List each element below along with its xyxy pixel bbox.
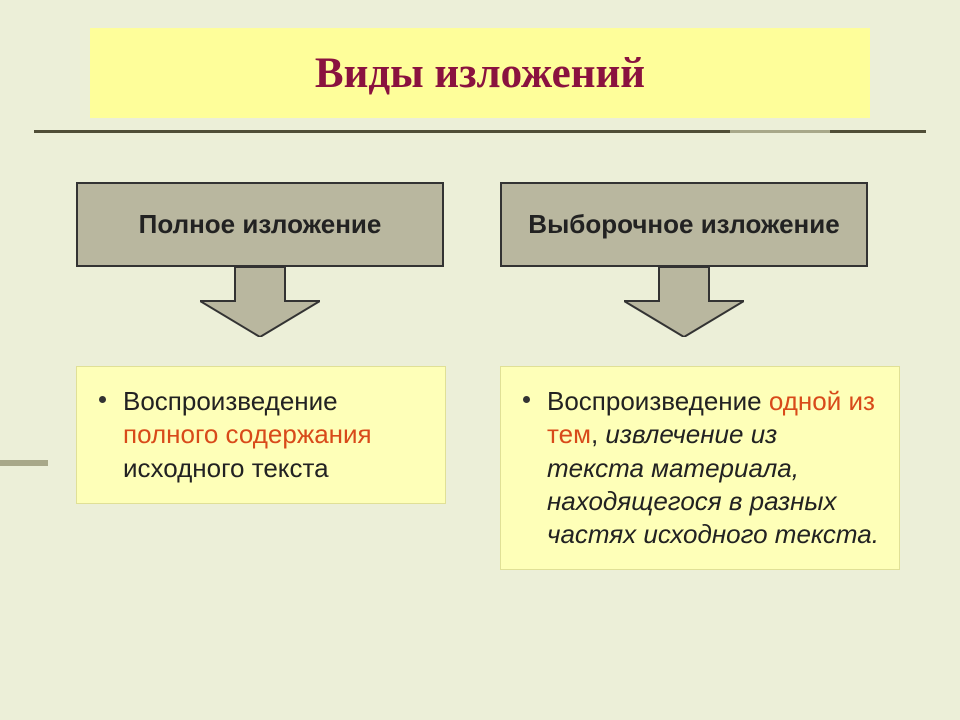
left-description-box: Воспроизведение полного содержания исход…	[76, 366, 446, 504]
bullet-icon	[523, 396, 530, 403]
left-desc-highlight: полного содержания	[123, 419, 372, 449]
left-edge-tick	[0, 460, 48, 466]
title-box: Виды изложений	[90, 28, 870, 118]
left-header-text: Полное изложение	[139, 209, 382, 240]
right-desc-pre: Воспроизведение	[547, 386, 769, 416]
right-description-box: Воспроизведение одной из тем, извлечение…	[500, 366, 900, 570]
left-header-box: Полное изложение	[76, 182, 444, 267]
bullet-icon	[99, 396, 106, 403]
left-desc-pre: Воспроизведение	[123, 386, 338, 416]
left-desc-post: исходного текста	[123, 453, 329, 483]
slide-title: Виды изложений	[315, 49, 645, 98]
right-header-text: Выборочное изложение	[528, 209, 839, 240]
right-header-box: Выборочное изложение	[500, 182, 868, 267]
divider-accent	[730, 130, 830, 133]
right-desc-comma: ,	[591, 419, 605, 449]
down-arrow-icon	[200, 267, 320, 337]
down-arrow-icon	[624, 267, 744, 337]
